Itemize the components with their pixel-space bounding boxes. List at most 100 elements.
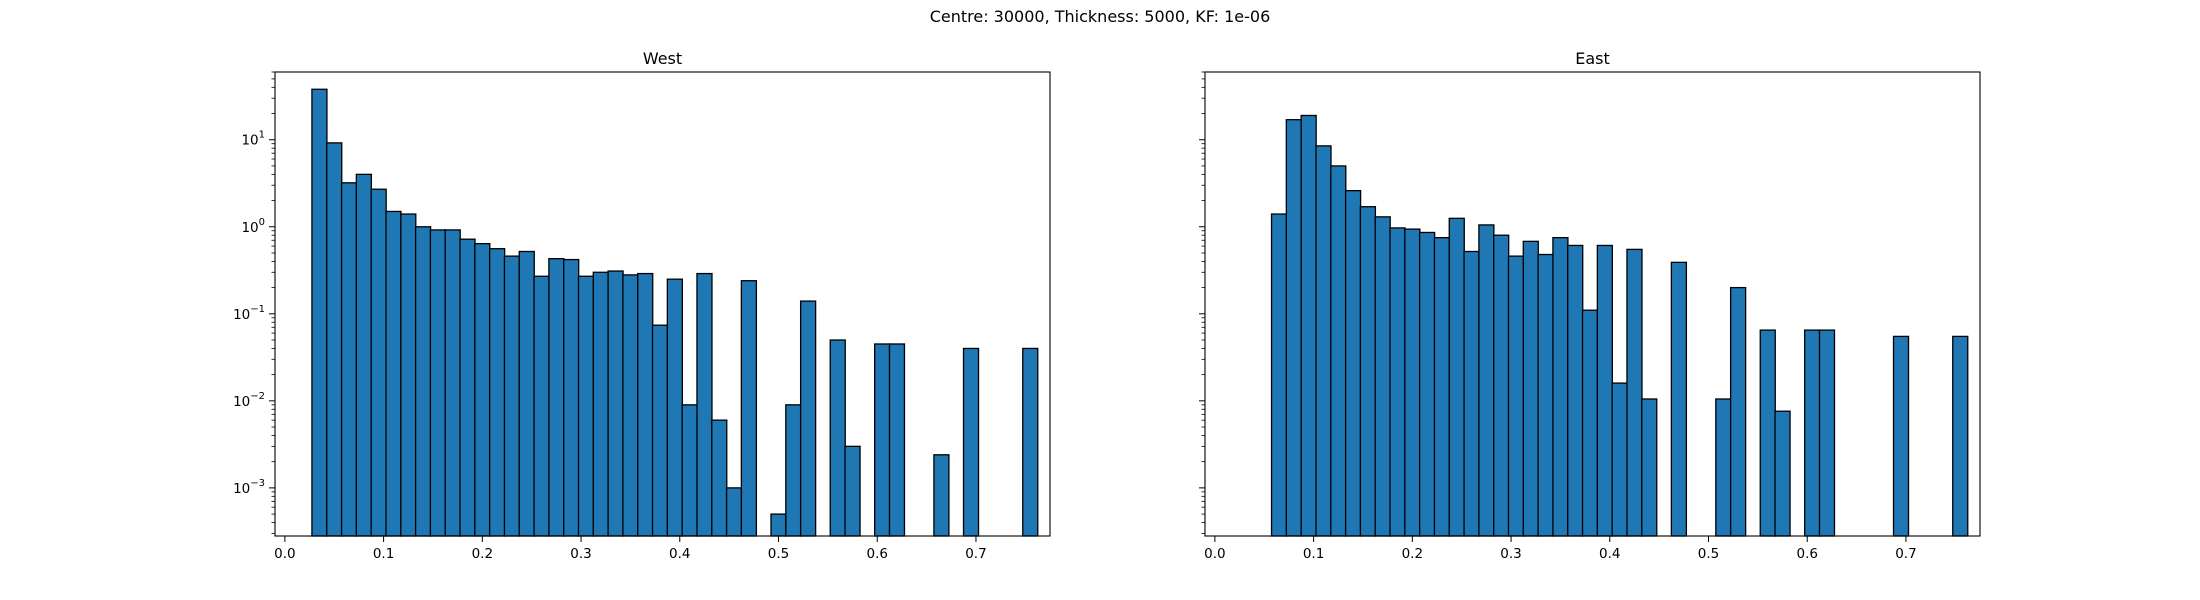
histogram-bar — [503, 255, 521, 537]
histogram-bar — [533, 275, 550, 537]
histogram-bar — [607, 270, 624, 537]
x-tick-label: 0.3 — [1500, 546, 1521, 562]
histogram-bar — [1270, 213, 1288, 537]
histogram-bar — [1478, 224, 1495, 537]
histogram-bar — [1359, 206, 1377, 537]
y-tick-label: 101 — [241, 130, 265, 149]
x-tick-label: 0.1 — [1303, 546, 1324, 562]
figure-title: Centre: 30000, Thickness: 5000, KF: 1e-0… — [929, 7, 1271, 26]
histogram-bar — [622, 274, 639, 537]
histogram-bar — [385, 210, 402, 537]
histogram-bar — [459, 238, 476, 537]
x-tick-label: 0.0 — [1204, 546, 1225, 562]
histogram-bar — [1596, 244, 1613, 537]
histogram-bar — [1522, 240, 1539, 537]
histogram-bar — [548, 258, 565, 537]
histogram-bar — [444, 229, 461, 537]
histogram-bar — [1804, 329, 1821, 537]
subplot-title: West — [643, 49, 682, 68]
histogram-bar — [696, 272, 713, 537]
histogram-bar — [844, 445, 861, 537]
histogram-bar — [592, 271, 609, 537]
x-tick-label: 0.2 — [472, 546, 493, 562]
histogram-bar — [888, 343, 906, 537]
histogram-bar — [874, 343, 891, 537]
subplot-title: East — [1575, 49, 1610, 68]
histogram-bar — [637, 272, 654, 537]
axes-frame — [1204, 71, 1981, 537]
subplot-west: West 0.0 0.1 0.2 0.3 0.4 0.5 0.6 0.7 101 100 10−1 10… — [233, 49, 1051, 562]
histogram-bar — [326, 142, 343, 537]
x-tick-label: 0.7 — [1895, 546, 1916, 562]
histogram-bar — [711, 419, 728, 537]
histogram-bar — [1507, 255, 1525, 537]
histogram-bar — [355, 173, 373, 537]
histogram-bar — [1952, 335, 1969, 537]
histogram-bar — [1892, 335, 1910, 537]
histogram-bar — [1729, 286, 1747, 537]
histogram-bar — [1552, 236, 1569, 537]
histogram-bar — [933, 454, 950, 537]
histogram-bar — [577, 275, 595, 537]
histogram-bar — [1537, 253, 1554, 537]
histogram-bar — [1344, 189, 1362, 537]
histogram-bar — [1022, 347, 1039, 537]
x-tick-label: 0.5 — [1698, 546, 1719, 562]
histogram-bar — [1670, 261, 1688, 537]
histogram-bar — [1404, 228, 1421, 537]
histogram-bar — [770, 513, 787, 537]
histogram-bar — [681, 404, 698, 537]
x-tick-label: 0.6 — [866, 546, 887, 562]
x-tick-label: 0.4 — [1599, 546, 1620, 562]
histogram-bar — [1641, 398, 1658, 537]
y-tick-label: 10−3 — [233, 478, 265, 497]
y-tick-label: 10−1 — [233, 304, 265, 323]
histogram-bar — [1581, 309, 1599, 537]
y-tick-label: 100 — [241, 217, 265, 236]
x-tick-label: 0.3 — [570, 546, 591, 562]
histogram-bar — [829, 339, 846, 537]
histogram-bar — [725, 487, 743, 537]
x-tick-label: 0.1 — [373, 546, 394, 562]
histogram-bar — [799, 300, 817, 537]
histogram-bar — [340, 182, 358, 537]
histogram-bar — [1493, 234, 1510, 537]
histogram-bar — [1433, 236, 1451, 537]
histogram-bar — [666, 278, 684, 537]
axes-frame — [274, 71, 1051, 537]
x-tick-label: 0.2 — [1402, 546, 1423, 562]
histogram-bar — [1300, 114, 1317, 537]
histogram-bar — [414, 226, 432, 537]
x-tick-label: 0.6 — [1796, 546, 1817, 562]
histogram-bar — [1330, 165, 1347, 537]
histogram-bar — [740, 280, 758, 537]
histogram-bar — [1567, 244, 1584, 537]
histogram-bar — [370, 188, 387, 537]
histogram-bar — [563, 258, 580, 537]
x-tick-label: 0.7 — [965, 546, 986, 562]
histogram-bar — [1463, 250, 1480, 537]
histogram-bar — [429, 229, 447, 537]
histogram-bar — [1759, 329, 1776, 537]
histogram-bar — [488, 248, 506, 537]
x-tick-label: 0.5 — [768, 546, 789, 562]
histogram-bar — [785, 404, 802, 537]
histogram-bar — [962, 347, 980, 537]
histogram-bar — [1315, 145, 1332, 537]
x-tick-label: 0.4 — [669, 546, 690, 562]
histogram-bar — [1374, 216, 1391, 537]
histogram-bar — [1448, 217, 1465, 537]
histogram-bar — [1626, 248, 1643, 537]
histogram-bar — [1418, 231, 1436, 537]
histogram-bar — [400, 213, 417, 537]
y-tick-label: 10−2 — [233, 391, 265, 410]
histogram-bar — [1389, 227, 1406, 537]
histogram-bar — [1285, 119, 1303, 537]
histogram-bar — [474, 242, 491, 537]
x-tick-label: 0.0 — [274, 546, 295, 562]
histogram-bar — [518, 250, 535, 537]
subplot-east: East 0.0 0.1 0.2 0.3 0.4 0.5 0.6 0.7 — [1199, 49, 1981, 562]
histogram-bar — [1715, 398, 1732, 537]
